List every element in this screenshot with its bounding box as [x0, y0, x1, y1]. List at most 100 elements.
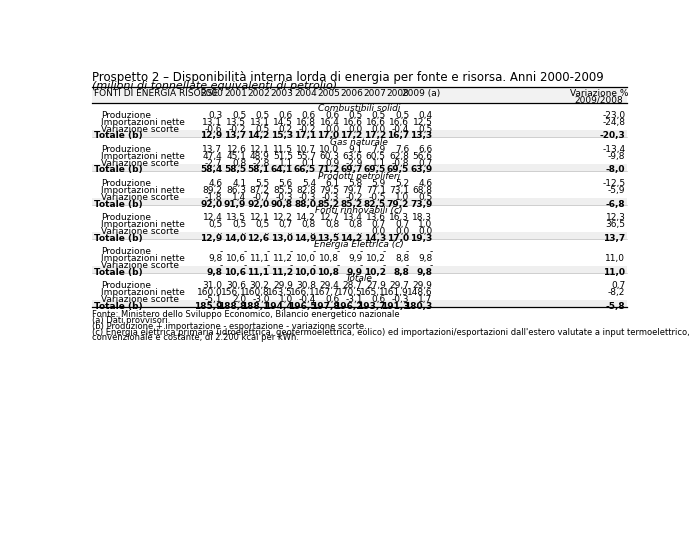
Text: -20,3: -20,3: [600, 131, 625, 140]
Text: 0,5: 0,5: [372, 111, 386, 120]
Text: ..: ..: [310, 227, 316, 236]
Text: 0,5: 0,5: [256, 220, 270, 229]
Text: Combustibili solidi: Combustibili solidi: [318, 104, 400, 113]
Text: ..: ..: [264, 227, 270, 236]
Text: 148,6: 148,6: [407, 288, 433, 297]
Text: -0,2: -0,2: [345, 193, 363, 202]
Text: 191,3: 191,3: [381, 301, 409, 311]
Text: 13,7: 13,7: [224, 131, 246, 140]
Text: -: -: [243, 261, 246, 270]
Text: 0,2: 0,2: [279, 125, 293, 134]
Text: 4,6: 4,6: [208, 179, 223, 188]
Text: 87,2: 87,2: [250, 186, 270, 195]
Text: 71,2: 71,2: [317, 165, 340, 174]
Text: 0,1: 0,1: [302, 159, 316, 168]
Text: -0,4: -0,4: [299, 295, 316, 304]
Text: -3,1: -3,1: [345, 295, 363, 304]
Text: 0,7: 0,7: [418, 159, 433, 168]
Text: -: -: [219, 247, 223, 256]
Text: 48,9: 48,9: [250, 152, 270, 161]
Text: 30,8: 30,8: [296, 281, 316, 290]
Text: 14,9: 14,9: [294, 233, 316, 242]
Text: -0,5: -0,5: [368, 193, 386, 202]
Text: 2001: 2001: [224, 89, 247, 98]
Text: 79,7: 79,7: [342, 186, 363, 195]
Text: 17,1: 17,1: [294, 131, 316, 140]
Text: 10,7: 10,7: [296, 145, 316, 154]
Text: 161,9: 161,9: [384, 288, 409, 297]
Text: -0,3: -0,3: [391, 295, 409, 304]
Text: Importazioni nette: Importazioni nette: [102, 288, 186, 297]
Text: 66,5: 66,5: [294, 165, 316, 174]
Text: 0,5: 0,5: [256, 111, 270, 120]
Text: 0,0: 0,0: [372, 227, 386, 236]
Text: (c) Energia elettrica primaria (idroelettrica, geotermoelettrica, eolico) ed imp: (c) Energia elettrica primaria (idroelet…: [92, 328, 690, 336]
Text: -: -: [267, 261, 270, 270]
Text: 30,2: 30,2: [250, 281, 270, 290]
Text: 73,1: 73,1: [389, 186, 409, 195]
Text: Totale (b): Totale (b): [94, 131, 142, 140]
Text: 163,5: 163,5: [267, 288, 293, 297]
Text: 193,7: 193,7: [357, 301, 386, 311]
Text: -: -: [290, 247, 293, 256]
Text: 58,1: 58,1: [248, 165, 270, 174]
Text: 0,6: 0,6: [279, 111, 293, 120]
Text: 12,6: 12,6: [227, 145, 246, 154]
Text: 10,8: 10,8: [317, 267, 340, 277]
Text: 0,8: 0,8: [325, 220, 340, 229]
Text: 0,5: 0,5: [349, 111, 363, 120]
Text: 185,9: 185,9: [194, 301, 223, 311]
Text: Importazioni nette: Importazioni nette: [102, 118, 186, 127]
Text: -: -: [383, 247, 386, 256]
Text: -0,3: -0,3: [275, 193, 293, 202]
Text: -: -: [336, 261, 340, 270]
Text: Produzione: Produzione: [102, 145, 151, 154]
Text: 10,6: 10,6: [226, 254, 246, 263]
Text: 14,2: 14,2: [296, 213, 316, 222]
Text: 9,1: 9,1: [349, 145, 363, 154]
Text: 12,2: 12,2: [273, 213, 293, 222]
Bar: [92, 198, 627, 205]
Text: 85,5: 85,5: [273, 186, 293, 195]
Text: 156,1: 156,1: [220, 288, 246, 297]
Text: -5,8: -5,8: [606, 301, 625, 311]
Text: 165,1: 165,1: [360, 288, 386, 297]
Text: 0,6: 0,6: [325, 295, 340, 304]
Text: 7,9: 7,9: [372, 145, 386, 154]
Text: 10,8: 10,8: [319, 254, 339, 263]
Text: 13,0: 13,0: [271, 233, 293, 242]
Text: 16,4: 16,4: [319, 118, 339, 127]
Text: 0,6: 0,6: [325, 111, 340, 120]
Text: 188,8: 188,8: [218, 301, 246, 311]
Text: Variazione scorte: Variazione scorte: [102, 227, 179, 236]
Text: 89,2: 89,2: [202, 186, 223, 195]
Text: 170,5: 170,5: [337, 288, 363, 297]
Text: 14,0: 14,0: [224, 233, 246, 242]
Text: 1,0: 1,0: [279, 295, 293, 304]
Text: 9,9: 9,9: [349, 254, 363, 263]
Text: -24,8: -24,8: [602, 118, 625, 127]
Text: 9,9: 9,9: [346, 267, 363, 277]
Text: -0,2: -0,2: [299, 125, 316, 134]
Text: (a) Dati provvisori.: (a) Dati provvisori.: [92, 316, 171, 325]
Text: 160,8: 160,8: [244, 288, 270, 297]
Text: 11,2: 11,2: [273, 254, 293, 263]
Text: 1,7: 1,7: [418, 295, 433, 304]
Text: 8,8: 8,8: [393, 267, 409, 277]
Text: 0,5: 0,5: [395, 111, 409, 120]
Text: 0,0: 0,0: [372, 125, 386, 134]
Text: 16,6: 16,6: [389, 118, 409, 127]
Text: Energia Elettrica (c): Energia Elettrica (c): [314, 240, 404, 250]
Text: -1,8: -1,8: [205, 193, 223, 202]
Text: 82,8: 82,8: [296, 186, 316, 195]
Text: 0,8: 0,8: [232, 159, 246, 168]
Text: -: -: [429, 247, 433, 256]
Text: 0,4: 0,4: [419, 111, 433, 120]
Text: 1,4: 1,4: [232, 193, 246, 202]
Text: -: -: [313, 261, 316, 270]
Text: 13,4: 13,4: [343, 213, 363, 222]
Text: 13,7: 13,7: [202, 145, 223, 154]
Bar: [92, 266, 627, 273]
Text: 0,8: 0,8: [349, 220, 363, 229]
Text: 79,2: 79,2: [386, 199, 409, 208]
